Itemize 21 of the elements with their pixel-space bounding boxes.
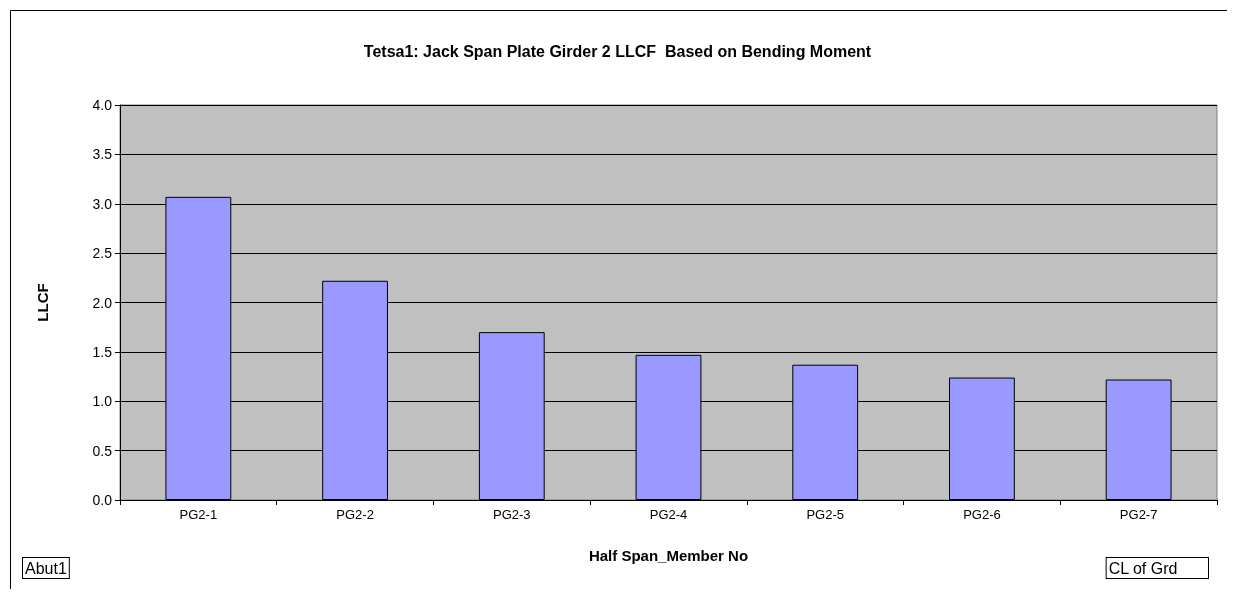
x-axis-title: Half Span_Member No <box>588 547 749 564</box>
x-tick-label: PG2-2 <box>336 507 374 522</box>
y-tick-label: 0.5 <box>92 442 113 459</box>
x-tick-label: PG2-5 <box>806 507 844 522</box>
chart-title: Tetsa1: Jack Span Plate Girder 2 LLCF Based on Bending Moment <box>363 42 872 60</box>
y-tick-label: 3.0 <box>92 195 113 212</box>
x-tick-label: PG2-7 <box>1119 507 1158 522</box>
y-tick-label: 1.5 <box>92 343 113 360</box>
text: CL of Grd <box>1108 559 1178 577</box>
y-tick-label: 2.0 <box>92 294 113 311</box>
x-tick-label: PG2-3 <box>493 507 531 522</box>
y-tick-label: 3.5 <box>92 146 113 163</box>
text: Abut1 <box>25 559 67 577</box>
y-tick-label: 4.0 <box>92 97 113 113</box>
x-tick-label: PG2-1 <box>179 507 218 522</box>
y-tick-label: 2.5 <box>92 245 113 262</box>
y-tick-label: 0.0 <box>92 492 113 508</box>
y-axis-title: LLCF <box>34 283 51 322</box>
x-tick-label: PG2-6 <box>963 507 1001 522</box>
y-tick-label: 1.0 <box>92 393 113 410</box>
x-tick-label: PG2-4 <box>649 507 688 522</box>
